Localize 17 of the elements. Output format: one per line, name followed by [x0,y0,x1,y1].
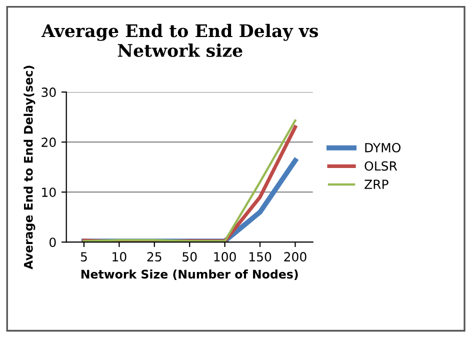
chart-title: Average End to End Delay vs Network size [41,24,318,57]
y-tick-label: 30 [42,88,56,97]
y-tick-label: 10 [42,188,56,198]
y-tick-label: 0 [50,238,56,248]
legend-label: OLSR [364,161,398,171]
x-tick-label: 200 [284,252,306,262]
x-axis-title: Network Size (Number of Nodes) [81,269,298,280]
x-tick-label: 50 [182,252,197,262]
x-tick-label: 25 [147,252,162,262]
legend-label: ZRP [364,180,388,189]
x-tick-label: 5 [80,252,87,262]
x-tick-label: 100 [214,252,236,262]
x-tick-label: 10 [112,252,126,262]
legend-label: DYMO [365,142,401,152]
y-axis-title: Average End to End Delay(sec) [24,66,36,270]
x-tick-label: 150 [249,252,272,262]
y-tick-label: 20 [42,138,56,148]
